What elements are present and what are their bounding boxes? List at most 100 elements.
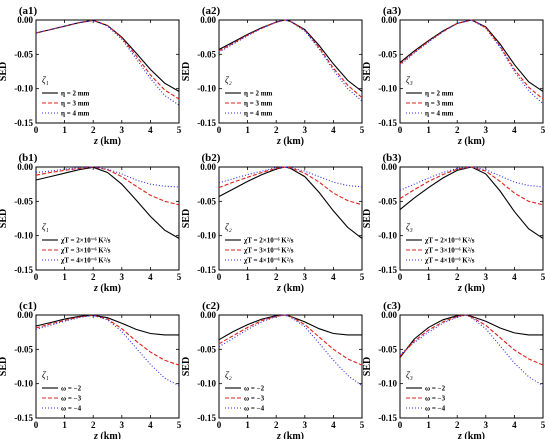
x-tick-label: 4 [331,272,336,282]
series-line-1 [399,166,544,239]
x-tick-label: 1 [245,272,250,282]
x-tick-label: 5 [360,272,365,282]
legend-entry-2: χT = 3×10⁻⁶ K²/s [60,247,111,255]
x-tick-label: 2 [91,125,96,135]
panel-a2: 0 1 2 3 4 5 0.00 -0.05 -0.10 -0.15 z (km) SED (a2) ζ₂… [181,5,365,147]
x-tick-label: 3 [303,420,308,430]
legend-entry-2: η = 3 mm [244,100,273,108]
y-tick-label: -0.10 [378,231,397,241]
y-tick-label: -0.15 [378,265,397,275]
x-tick-label: 4 [331,420,336,430]
y-tick-label: -0.10 [197,84,216,94]
x-axis-label: z (km) [276,136,304,147]
x-tick-label: 4 [148,420,153,430]
x-tick-label: 1 [62,420,67,430]
y-axis-label: SED [0,357,9,376]
x-axis-label: z (km) [93,283,121,294]
y-tick-label: 0.00 [200,15,216,25]
series-line-2 [218,19,363,99]
series-line-3 [35,314,180,387]
legend-entry-1: χT = 2×10⁻⁶ K²/s [60,237,111,245]
panel-label: (c3) [383,300,401,312]
series-line-3 [218,314,363,387]
legend-entry-3: χT = 4×10⁻⁶ K²/s [60,257,111,265]
series-line-3 [399,166,544,191]
zeta-label: ζ₃ [406,75,413,85]
y-tick-label: -0.10 [378,379,397,389]
x-tick-label: 5 [177,420,182,430]
legend-entry-2: χT = 3×10⁻⁶ K²/s [243,247,294,255]
panel-label: (a2) [202,5,221,17]
panel-label: (b1) [19,152,38,164]
plot-frame [218,19,363,124]
panel-c1: 0 1 2 3 4 5 0.00 -0.05 -0.10 -0.15 z (km) SED (c1) ζ₁… [0,300,182,439]
y-tick-label: -0.10 [14,84,33,94]
y-axis-label: SED [362,62,373,81]
legend-entry-1: ω = −2 [61,385,82,393]
y-tick-label: -0.05 [14,49,33,59]
y-tick-label: -0.10 [14,379,33,389]
x-tick-label: 1 [62,272,67,282]
legend-entry-3: η = 4 mm [61,110,90,118]
series-line-2 [35,314,180,366]
panel-label: (a1) [19,5,38,17]
series-line-1 [218,314,362,341]
x-axis-label: z (km) [457,136,485,147]
x-tick-label: 1 [62,125,67,135]
zeta-label: ζ₁ [42,222,49,232]
plot-frame [218,166,363,271]
panel-label: (b2) [202,152,221,164]
zeta-label: ζ₃ [406,370,413,380]
series-line-3 [218,166,363,188]
legend-entry-3: χT = 4×10⁻⁶ K²/s [243,257,294,265]
legend-entry-2: ω = −3 [244,395,265,403]
y-tick-label: 0.00 [381,310,397,320]
y-tick-label: -0.15 [378,413,397,423]
y-axis-label: SED [181,357,192,376]
zeta-label: ζ₂ [225,75,232,85]
y-tick-label: -0.15 [197,265,216,275]
y-tick-label: 0.00 [17,162,33,172]
legend-entry-3: ω = −4 [244,405,265,413]
x-tick-label: 5 [177,272,182,282]
x-tick-label: 4 [512,420,517,430]
y-tick-label: -0.10 [378,84,397,94]
y-tick-label: -0.05 [378,49,397,59]
x-tick-label: 2 [91,272,96,282]
legend-entry-2: χT = 3×10⁻⁶ K²/s [424,247,475,255]
x-tick-label: 5 [360,420,365,430]
x-tick-label: 0 [217,272,222,282]
x-axis-label: z (km) [93,136,121,147]
series-line-2 [35,166,180,206]
y-tick-label: 0.00 [17,15,33,25]
x-tick-label: 3 [120,125,125,135]
legend-entry-3: η = 4 mm [244,110,273,118]
series-line-3 [399,19,544,105]
legend-entry-1: ω = −2 [425,385,446,393]
y-tick-label: -0.05 [197,49,216,59]
series-line-2 [218,314,363,366]
x-tick-label: 0 [398,420,403,430]
x-tick-label: 1 [426,125,431,135]
y-tick-label: -0.15 [197,118,216,128]
plot-frame [399,314,544,419]
x-tick-label: 4 [148,125,153,135]
legend-entry-1: η = 2 mm [61,90,90,98]
panel-c3: 0 1 2 3 4 5 0.00 -0.05 -0.10 -0.15 z (km) SED (c3) ζ₃… [362,300,546,439]
x-tick-label: 1 [245,125,250,135]
x-tick-label: 4 [331,125,336,135]
series-line-2 [399,166,544,206]
series-line-1 [218,166,363,239]
x-tick-label: 0 [398,125,403,135]
y-tick-label: -0.15 [378,118,397,128]
x-tick-label: 2 [455,125,460,135]
x-tick-label: 5 [541,125,546,135]
series-line-3 [35,19,180,106]
x-tick-label: 3 [303,272,308,282]
y-tick-label: -0.10 [197,231,216,241]
y-axis-label: SED [362,209,373,228]
x-tick-label: 5 [360,125,365,135]
y-tick-label: 0.00 [381,162,397,172]
x-tick-label: 2 [455,420,460,430]
